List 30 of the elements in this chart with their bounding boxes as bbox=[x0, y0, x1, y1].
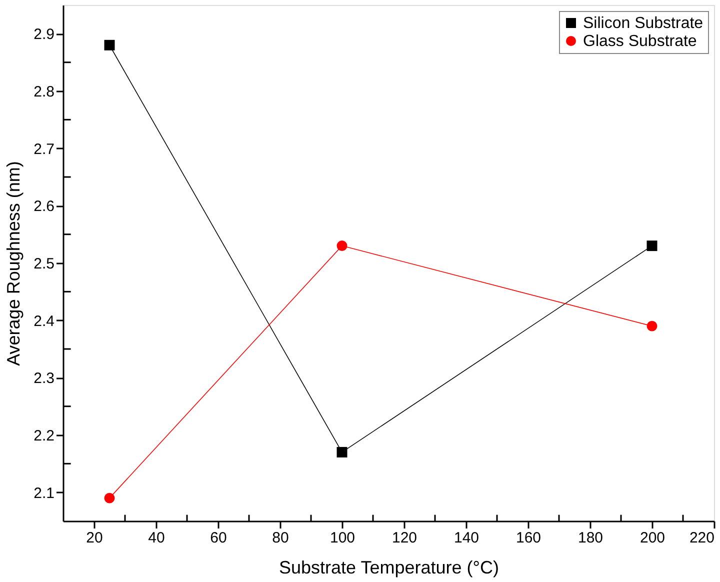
y-tick-label: 2.9 bbox=[34, 26, 54, 44]
legend-label: Glass Substrate bbox=[583, 33, 697, 50]
x-tick-label: 160 bbox=[516, 530, 542, 546]
x-tick-label: 120 bbox=[392, 530, 418, 546]
point bbox=[104, 492, 115, 504]
x-tick-label: 200 bbox=[640, 530, 666, 546]
point bbox=[104, 40, 115, 50]
x-tick-label: 180 bbox=[578, 530, 604, 546]
y-tick-label: 2.1 bbox=[34, 484, 54, 502]
x-tick-label: 20 bbox=[86, 530, 103, 546]
y-tick-label: 2.8 bbox=[34, 84, 54, 100]
x-tick-label: 220 bbox=[689, 530, 714, 546]
x-axis-title: Substrate Temperature (°C) bbox=[279, 558, 499, 578]
legend-label: Silicon Substrate bbox=[583, 15, 704, 32]
x-tick-label: 100 bbox=[330, 530, 356, 546]
y-tick-label: 2.5 bbox=[34, 256, 54, 272]
point bbox=[646, 320, 658, 332]
x-tick-label: 140 bbox=[454, 530, 480, 546]
point bbox=[336, 446, 348, 458]
point bbox=[336, 240, 348, 252]
point bbox=[646, 240, 658, 252]
y-tick-label: 2.7 bbox=[34, 140, 54, 158]
y-tick-label: 2.3 bbox=[34, 370, 54, 388]
y-axis-title: Average Roughness (nm) bbox=[4, 161, 24, 366]
x-tick-label: 80 bbox=[272, 530, 289, 546]
y-tick-label: 2.2 bbox=[34, 428, 54, 444]
x-tick-label: 60 bbox=[210, 530, 227, 546]
x-tick-label: 40 bbox=[148, 530, 165, 546]
y-tick-label: 2.4 bbox=[34, 312, 54, 330]
y-tick-label: 2.6 bbox=[34, 198, 54, 216]
